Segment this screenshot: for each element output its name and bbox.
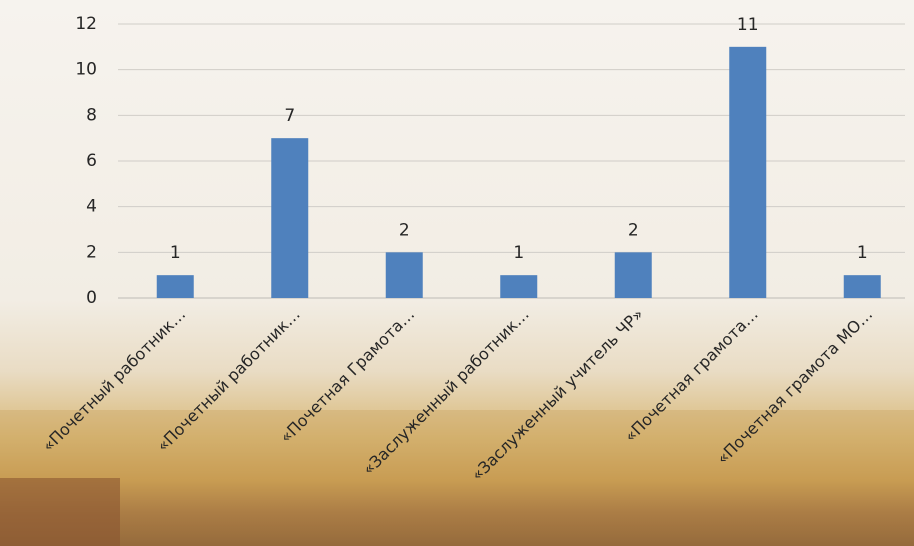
- background-books: [0, 410, 914, 546]
- y-tick-label: 12: [75, 14, 97, 34]
- data-label: 1: [513, 243, 524, 263]
- data-label: 7: [284, 106, 295, 126]
- bar: [385, 252, 423, 298]
- y-tick-label: 6: [86, 151, 97, 171]
- data-label: 11: [737, 15, 759, 35]
- data-label: 2: [628, 220, 639, 240]
- bar: [271, 138, 309, 298]
- y-tick-label: 4: [86, 197, 97, 217]
- data-label: 1: [170, 243, 181, 263]
- y-tick-label: 2: [86, 242, 97, 262]
- y-tick-label: 0: [86, 288, 97, 308]
- data-label: 2: [399, 220, 410, 240]
- y-tick-label: 8: [86, 105, 97, 125]
- y-tick-label: 10: [75, 60, 97, 80]
- bar: [500, 275, 538, 298]
- bar: [729, 46, 767, 299]
- data-label: 1: [857, 243, 868, 263]
- background-book: [0, 478, 120, 546]
- bar: [156, 275, 194, 298]
- bar: [614, 252, 652, 298]
- bar: [843, 275, 881, 298]
